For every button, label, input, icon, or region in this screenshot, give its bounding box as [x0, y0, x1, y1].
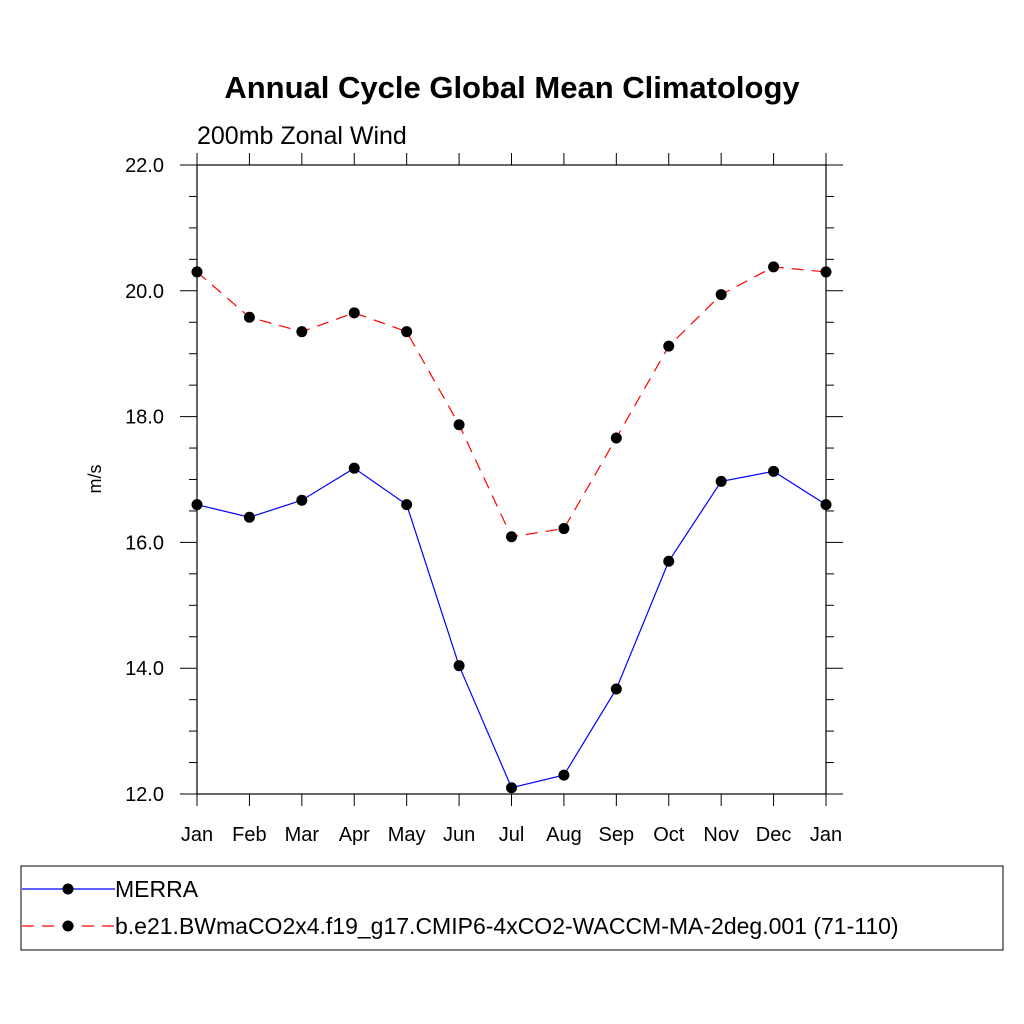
x-tick-label: Aug: [546, 824, 582, 846]
x-tick-label: Nov: [703, 824, 739, 846]
series-lines: [196, 266, 827, 789]
x-tick-label: Jan: [181, 824, 213, 846]
data-point-0-12: [820, 499, 832, 511]
x-tick-label: Oct: [653, 824, 685, 846]
data-point-0-0: [191, 499, 203, 511]
chart-title: Annual Cycle Global Mean Climatology: [224, 70, 800, 105]
series-line-0: [196, 467, 827, 789]
data-point-0-6: [506, 782, 517, 794]
data-point-1-12: [820, 266, 832, 278]
x-tick-label: May: [388, 824, 426, 846]
legend-box: [20, 865, 1004, 951]
data-point-1-4: [401, 326, 413, 338]
x-tick-label: Feb: [232, 824, 266, 846]
y-tick-label: 18.0: [125, 407, 164, 429]
data-point-1-0: [191, 266, 203, 278]
y-tick-label: 22.0: [125, 155, 164, 177]
data-point-0-2: [296, 494, 308, 506]
data-point-1-6: [506, 531, 517, 543]
x-tick-label: Sep: [599, 824, 635, 846]
data-point-1-11: [768, 261, 780, 273]
legend-swatch-marker-0: [62, 883, 74, 895]
y-axis-title: m/s: [85, 465, 105, 494]
x-tick-label: Jan: [810, 824, 842, 846]
legend-label-1: b.e21.BWmaCO2x4.f19_g17.CMIP6-4xCO2-WACC…: [115, 913, 899, 939]
x-tick-label: Apr: [339, 824, 370, 846]
y-tick-label: 16.0: [125, 532, 164, 554]
data-point-0-1: [243, 511, 255, 523]
data-point-1-2: [296, 326, 308, 338]
data-point-0-5: [453, 660, 465, 672]
data-point-0-3: [348, 462, 360, 474]
x-tick-label: Jul: [499, 824, 525, 846]
x-tick-label: Dec: [756, 824, 792, 846]
data-point-1-1: [243, 311, 255, 323]
data-point-0-11: [768, 465, 780, 477]
legend-label-0: MERRA: [115, 876, 199, 902]
x-tick-label: Jun: [443, 824, 475, 846]
data-point-1-8: [610, 432, 622, 444]
data-point-1-10: [715, 289, 727, 301]
data-point-0-9: [663, 555, 675, 567]
data-point-0-4: [401, 499, 413, 511]
legend: MERRA b.e21.BWmaCO2x4.f19_g17.CMIP6-4xCO…: [20, 865, 1004, 951]
data-point-1-9: [663, 340, 675, 352]
data-point-1-5: [453, 419, 465, 431]
y-axis-title-group: m/s: [85, 465, 105, 494]
x-tick-label: Mar: [285, 824, 320, 846]
y-tick-label: 12.0: [125, 784, 164, 806]
data-point-1-3: [348, 307, 360, 319]
series-markers: [191, 261, 832, 794]
chart-subtitle: 200mb Zonal Wind: [197, 122, 407, 150]
series-line-1: [196, 266, 827, 538]
data-point-0-10: [715, 475, 727, 487]
data-point-1-7: [558, 523, 570, 535]
y-tick-label: 14.0: [125, 658, 164, 680]
y-tick-label: 20.0: [125, 281, 164, 303]
data-point-0-7: [558, 769, 570, 781]
axis-ticks: [180, 153, 843, 806]
data-point-0-8: [610, 683, 622, 695]
y-tick-labels: 12.0 14.0 16.0 18.0 20.0 22.0: [125, 155, 164, 806]
x-tick-labels: Jan Feb Mar Apr May Jun Jul Aug Sep Oct Nov Dec Jan: [181, 824, 842, 846]
legend-swatch-marker-1: [62, 920, 74, 932]
